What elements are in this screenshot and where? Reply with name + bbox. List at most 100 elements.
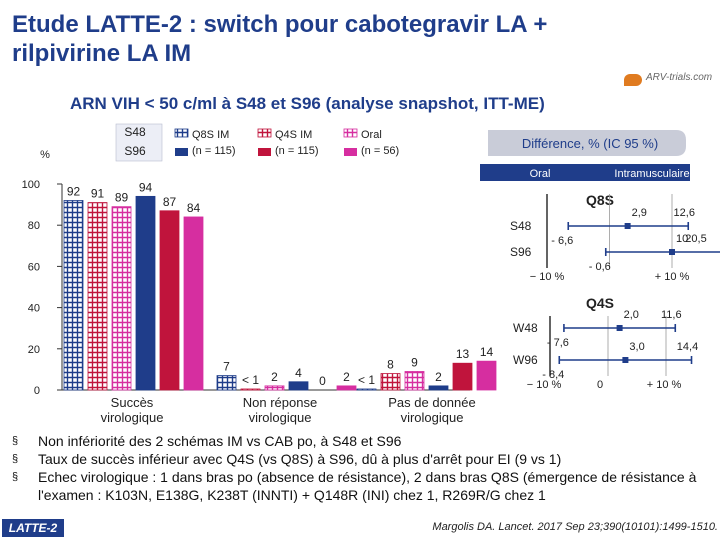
ci-upper-label: 11,6 [661,309,682,321]
bar-value-label: < 1 [242,373,259,387]
bullet-item: § Non infériorité des 2 schémas IM vs CA… [12,432,717,450]
bar [288,381,309,391]
forest-axis-label: − 10 % [527,379,562,391]
y-tick-label: 60 [28,261,40,273]
legend-n: (n = 56) [361,145,399,157]
legend-n: (n = 115) [192,145,236,157]
reference: Margolis DA. Lancet. 2017 Sep 23;390(101… [432,521,718,533]
bar [452,362,473,391]
bar [63,200,84,391]
bar [111,206,132,391]
y-tick-label: 80 [28,220,40,232]
y-tick-label: 20 [28,344,40,356]
direction-right-label: Intramusculaire [614,168,689,180]
logo-text: ARV-trials.com [646,72,713,83]
bar [240,388,261,391]
bar-value-label: 84 [187,201,201,215]
y-tick-label: 40 [28,303,40,315]
bar [356,388,377,391]
bar-value-label: 92 [67,184,81,198]
category-label: Non réponse [243,395,317,410]
bar-value-label: 14 [480,345,494,359]
category-label: virologique [101,410,164,425]
legend-swatch-s48 [257,128,272,138]
estimate-label: 3,0 [629,341,644,353]
legend-visit-s96: S96 [124,144,146,158]
bar-value-label: 2 [271,370,278,384]
forest-panel-title: Q8S [586,192,614,208]
legend-swatch-s48 [343,128,358,138]
bar-value-label: 7 [223,360,230,374]
bar-value-label: < 1 [358,373,375,387]
legend-label: Q8S IM [192,129,229,141]
forest-axis-label: 0 [597,379,603,391]
slide-title: Etude LATTE-2 : switch pour cabotegravir… [12,11,548,67]
forest-title-box [488,130,686,156]
bar-value-label: 89 [115,191,129,205]
bar-value-label: 0 [319,374,326,388]
legend-swatch-s96 [258,148,271,156]
legend-visit-s48: S48 [124,125,146,139]
ci-upper-label: 20,5 [685,233,706,245]
bullet-mark: § [12,471,19,483]
forest-axis-label: + 10 % [655,271,690,283]
bullet-mark: § [12,453,19,465]
bar [159,210,180,391]
bullet-text: Non infériorité des 2 schémas IM vs CAB … [38,433,402,449]
category-label: virologique [401,410,464,425]
bar [380,373,401,391]
direction-bar [480,164,690,181]
bar-value-label: 9 [411,355,418,369]
legend-label: Oral [361,129,382,141]
forest-axis-label: + 10 % [647,379,682,391]
bar [404,371,425,391]
bar [336,385,357,391]
bar [428,385,449,391]
bar [135,195,156,391]
ci-upper-label: 12,6 [674,207,695,219]
category-label: Succès [111,395,154,410]
point-estimate [624,223,631,229]
bar-value-label: 94 [139,180,153,194]
legend-swatch-s96 [344,148,357,156]
bar-value-label: 4 [295,366,302,380]
ci-lower-label: - 7,6 [547,337,569,349]
direction-left-label: Oral [530,168,551,180]
bullet-item: § Echec virologique : 1 dans bras po (ab… [12,468,717,504]
y-axis-label: % [40,149,50,161]
forest-row-label: S48 [510,219,532,233]
point-estimate [616,325,623,331]
ci-lower-label: - 6,6 [551,235,573,247]
bar [183,216,204,391]
study-badge: LATTE-2 [2,519,64,537]
chart-subtitle: ARN VIH < 50 c/ml à S48 et S96 (analyse … [70,94,545,113]
forest-row-label: W48 [513,321,538,335]
bar [87,202,108,391]
bullet-list: § Non infériorité des 2 schémas IM vs CA… [12,432,717,504]
bar-value-label: 13 [456,347,470,361]
bar-value-label: 2 [435,370,442,384]
bar-value-label: 2 [343,370,350,384]
ci-upper-label: 14,4 [677,341,698,353]
bar-value-label: 87 [163,195,177,209]
legend-swatch-s48 [174,128,189,138]
bar [264,385,285,391]
bullet-text: Echec virologique : 1 dans bras po (abse… [38,469,697,503]
legend-swatch-s96 [175,148,188,156]
logo: ARV-trials.com [624,72,716,88]
forest-row-label: W96 [513,353,538,367]
bar-value-label: 91 [91,187,105,201]
bar [476,360,497,391]
point-estimate [669,249,675,255]
estimate-label: 2,0 [624,309,639,321]
legend-label: Q4S IM [275,129,312,141]
legend-n: (n = 115) [275,145,319,157]
estimate-label: 2,9 [632,207,647,219]
category-label: Pas de donnée [388,395,475,410]
estimate-label: 10 [676,233,688,245]
logo-icon [624,74,642,86]
forest-axis-label: − 10 % [530,271,565,283]
bar [216,375,237,391]
point-estimate [622,357,629,363]
